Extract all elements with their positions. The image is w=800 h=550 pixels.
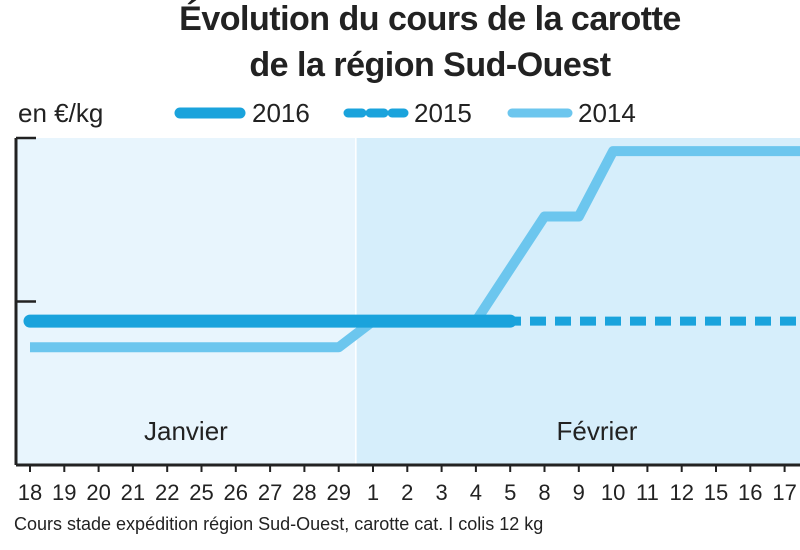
x-tick-label: 29 (326, 480, 350, 505)
x-tick-label: 5 (504, 480, 516, 505)
january-band (16, 138, 356, 465)
legend-label-2014: 2014 (578, 98, 636, 128)
source-note: Cours stade expédition région Sud-Ouest,… (14, 514, 544, 534)
x-tick-label: 10 (601, 480, 625, 505)
x-tick-label: 2 (401, 480, 413, 505)
x-tick-label: 19 (52, 480, 76, 505)
legend (174, 107, 573, 119)
legend-label-2015: 2015 (414, 98, 472, 128)
x-tick-label: 3 (435, 480, 447, 505)
x-tick-label: 21 (121, 480, 145, 505)
legend-label-2016: 2016 (252, 98, 310, 128)
x-tick-label: 9 (573, 480, 585, 505)
x-tick-label: 16 (738, 480, 762, 505)
x-tick-label: 4 (470, 480, 482, 505)
x-tick-label: 28 (292, 480, 316, 505)
february-band (355, 138, 800, 465)
month-label-january: Janvier (144, 416, 228, 446)
unit-label: en €/kg (18, 98, 104, 128)
x-tick-label: 12 (669, 480, 693, 505)
month-label-february: Février (557, 416, 638, 446)
chart-title-line-1: Évolution du cours de la carotte (179, 0, 681, 38)
x-tick-label: 26 (224, 480, 248, 505)
x-tick-label: 27 (258, 480, 282, 505)
x-tick-label: 20 (86, 480, 110, 505)
x-tick-label: 15 (704, 480, 728, 505)
x-tick-label: 22 (155, 480, 179, 505)
x-tick-label: 8 (538, 480, 550, 505)
x-tick-label: 25 (189, 480, 213, 505)
x-tick-label: 17 (772, 480, 796, 505)
x-tick-label: 18 (18, 480, 42, 505)
chart-title-line-2: de la région Sud-Ouest (249, 46, 611, 84)
x-tick-label: 11 (636, 480, 659, 505)
x-tick-label: 1 (367, 480, 379, 505)
